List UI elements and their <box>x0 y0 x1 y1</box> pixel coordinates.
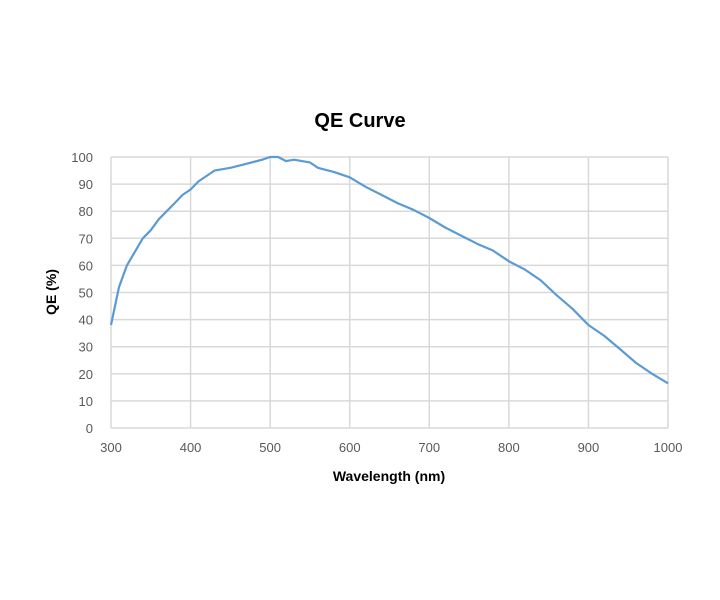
y-tick-label: 80 <box>79 204 93 219</box>
x-tick-label: 300 <box>100 440 122 455</box>
y-tick-label: 50 <box>79 286 93 301</box>
y-tick-label: 0 <box>86 421 93 436</box>
y-tick-label: 30 <box>79 340 93 355</box>
x-tick-label: 700 <box>418 440 440 455</box>
chart-title: QE Curve <box>314 110 405 132</box>
qe-series-line <box>109 155 669 385</box>
y-tick-label: 90 <box>79 177 93 192</box>
x-tick-label: 400 <box>180 440 202 455</box>
x-tick-label: 1000 <box>654 440 683 455</box>
x-tick-label: 600 <box>339 440 361 455</box>
y-tick-label: 60 <box>79 258 93 273</box>
x-axis-ticks: 300 400 500 600 700 800 900 1000 <box>100 440 682 455</box>
y-axis-label: QE (%) <box>43 269 59 315</box>
x-tick-label: 900 <box>578 440 600 455</box>
y-tick-label: 10 <box>79 394 93 409</box>
y-tick-label: 100 <box>71 150 93 165</box>
y-tick-label: 20 <box>79 367 93 382</box>
y-tick-label: 40 <box>79 313 93 328</box>
grid <box>110 156 669 429</box>
y-axis-ticks: 0 10 20 30 40 50 60 70 80 90 100 <box>71 150 93 436</box>
x-tick-label: 800 <box>498 440 520 455</box>
x-axis-label: Wavelength (nm) <box>333 468 445 484</box>
y-tick-label: 70 <box>79 231 93 246</box>
x-tick-label: 500 <box>259 440 281 455</box>
